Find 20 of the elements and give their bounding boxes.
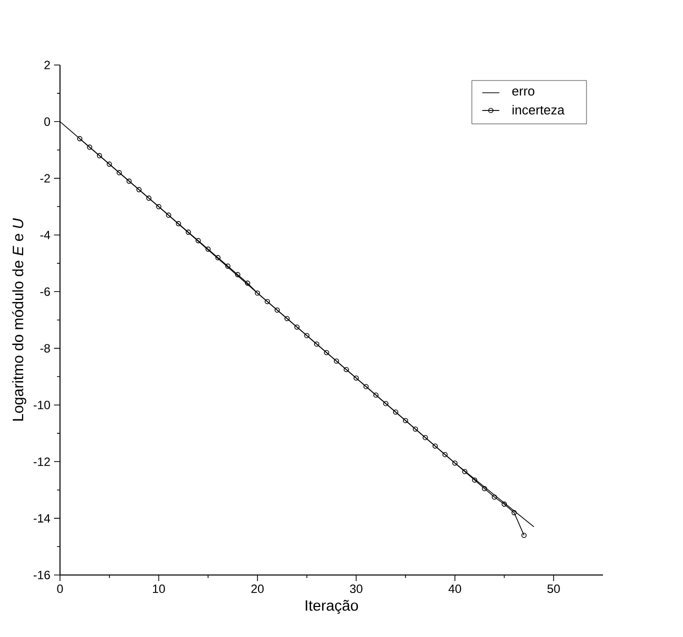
x-tick-label: 40 bbox=[448, 584, 462, 594]
legend-label: erro bbox=[512, 88, 534, 96]
y-axis-title: Logaritmo do módulo de E e U bbox=[12, 218, 26, 421]
y-tick-label: -10 bbox=[34, 400, 50, 410]
y-tick-label: -14 bbox=[34, 514, 50, 522]
y-tick-label: -2 bbox=[40, 174, 50, 183]
y-tick-label: 2 bbox=[44, 60, 50, 70]
y-tick-label: -4 bbox=[40, 230, 50, 240]
y-tick-label: -6 bbox=[40, 287, 50, 296]
legend-label: incerteza bbox=[512, 104, 564, 115]
x-tick-label: 30 bbox=[350, 584, 362, 594]
y-tick-label: -12 bbox=[34, 457, 50, 466]
x-tick-label: 20 bbox=[251, 584, 264, 594]
x-tick-label: 10 bbox=[152, 584, 165, 594]
y-tick-label: -16 bbox=[34, 570, 50, 580]
x-axis-title: Iteração bbox=[306, 600, 358, 614]
x-tick-label: 0 bbox=[57, 584, 63, 594]
y-tick-label: 0 bbox=[44, 117, 50, 126]
x-tick-label: 50 bbox=[547, 584, 560, 594]
y-tick-label: -8 bbox=[40, 344, 50, 353]
